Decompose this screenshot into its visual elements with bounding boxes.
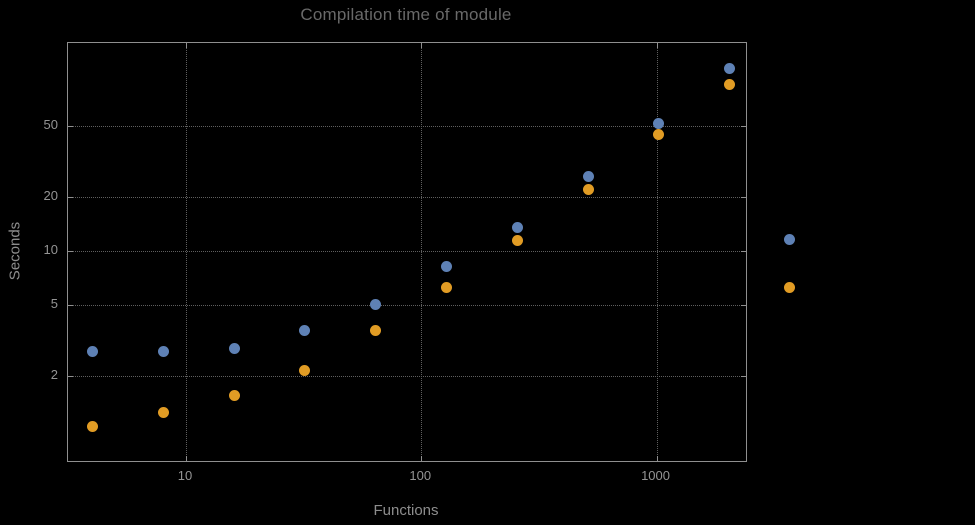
y-tick-label: 10 [43,242,58,258]
data-point-series-blue [653,117,665,129]
x-axis-label: Functions [373,502,439,519]
x-tick-label: 10 [177,468,193,483]
data-point-series-orange [511,234,523,246]
data-point-series-orange [299,364,311,376]
tick-mark [656,456,658,461]
data-point-series-blue [228,343,240,355]
data-point-series-blue [299,324,311,336]
data-point-series-orange [86,420,98,432]
tick-mark [186,43,188,48]
tick-mark [741,197,746,199]
gridline-horizontal [68,251,746,253]
data-point-series-orange [653,128,665,140]
tick-mark [68,251,73,253]
y-tick-label: 20 [43,188,58,204]
data-point-series-blue [441,261,452,273]
tick-mark [741,251,746,253]
y-tick-label: 5 [50,295,58,311]
tick-mark [421,43,423,48]
data-point-series-orange [724,79,736,91]
tick-mark [741,304,746,306]
gridline-horizontal [68,126,746,128]
tick-mark [741,126,746,128]
tick-mark [68,197,73,199]
gridline-horizontal [68,376,746,378]
data-point-series-blue [724,63,736,75]
tick-mark [741,376,746,378]
y-tick-label: 50 [43,117,58,133]
tick-mark [68,126,73,128]
data-point-series-orange [582,184,594,196]
data-point-series-blue [582,171,594,183]
data-point-series-blue [511,222,523,234]
tick-mark [421,456,423,461]
data-point-series-blue [86,345,98,357]
tick-mark [656,43,658,48]
gridline-horizontal [68,197,746,199]
data-point-series-orange [370,324,382,336]
legend-marker-2 [784,282,795,293]
y-tick-label: 2 [50,367,58,383]
chart-title: Compilation time of module [300,5,512,24]
data-point-series-orange [228,390,240,402]
plot-area [67,42,747,462]
x-tick-label: 100 [409,468,432,483]
tick-mark [186,456,188,461]
x-tick-label: 1000 [641,468,670,483]
data-point-series-orange [441,281,452,293]
tick-mark [68,376,73,378]
gridline-horizontal [68,304,746,306]
y-axis-label: Seconds [6,221,24,281]
tick-mark [68,304,73,306]
data-point-series-orange [157,407,169,419]
data-point-series-blue [370,299,382,311]
legend-marker-1 [784,234,795,245]
data-point-series-blue [157,345,169,357]
